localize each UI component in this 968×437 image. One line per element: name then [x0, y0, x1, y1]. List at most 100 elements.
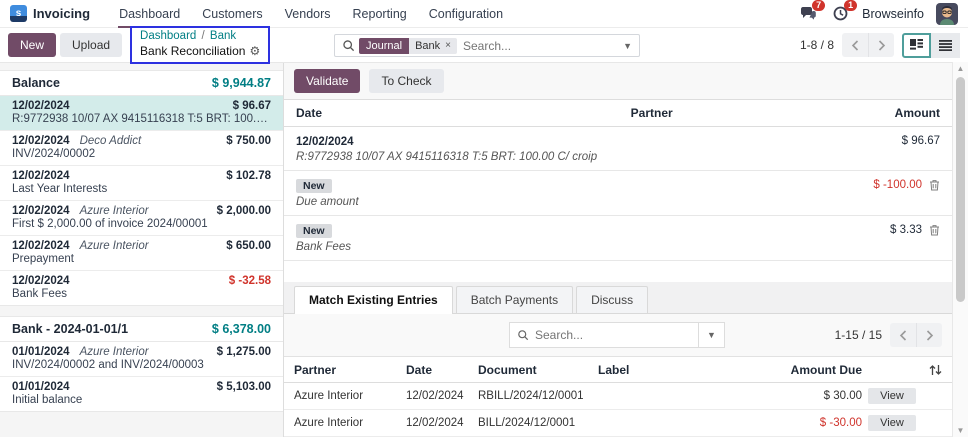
statement-line-item[interactable]: 12/02/2024 $ 102.78 Last Year Interests	[0, 166, 283, 201]
line-description: R:9772938 10/07 AX 9415116318 T:5 BRT: 1…	[12, 113, 271, 125]
nav-vendors[interactable]: Vendors	[284, 6, 331, 21]
nav-dashboard[interactable]: Dashboard	[108, 1, 191, 28]
gear-icon[interactable]: ⚙	[249, 44, 261, 59]
reconcile-lines: 12/02/2024 R:9772938 10/07 AX 9415116318…	[284, 127, 952, 261]
line-amount: $ -32.58	[228, 275, 271, 287]
line-date: 12/02/2024	[296, 136, 354, 148]
bank-items: 01/01/2024 Azure Interior $ 1,275.00 INV…	[0, 342, 283, 411]
delete-line-icon[interactable]	[929, 179, 940, 191]
user-avatar[interactable]	[936, 2, 958, 25]
tab-batch-payments[interactable]: Batch Payments	[455, 286, 574, 313]
breadcrumb-separator: /	[201, 30, 205, 43]
reconcile-line-row[interactable]: 12/02/2024 R:9772938 10/07 AX 9415116318…	[284, 127, 952, 171]
view-button[interactable]: View	[868, 388, 916, 404]
match-pager-prev-button[interactable]	[890, 323, 916, 347]
statement-line-item[interactable]: 12/02/2024 Azure Interior $ 650.00 Prepa…	[0, 236, 283, 271]
facet-label: Journal	[359, 37, 410, 54]
tab-discuss[interactable]: Discuss	[576, 286, 649, 313]
line-description: INV/2024/00002	[12, 148, 96, 160]
bank-section-header: Bank - 2024-01-01/1 $ 6,378.00	[0, 317, 283, 342]
statement-line-item[interactable]: 01/01/2024 $ 5,103.00 Initial balance	[0, 377, 283, 411]
match-table: Partner Date Document Label Amount Due A…	[284, 356, 952, 437]
line-partner: Azure Interior	[79, 205, 149, 217]
scroll-down-icon[interactable]: ▼	[956, 426, 965, 435]
line-date: 12/02/2024	[12, 135, 70, 147]
view-button[interactable]: View	[868, 415, 916, 431]
activities-clock-icon[interactable]: 1	[830, 0, 858, 23]
match-pager-next-button[interactable]	[916, 323, 942, 347]
search-icon	[517, 329, 529, 341]
facet-value: Bank	[415, 39, 441, 52]
column-amount-due: Amount Due	[790, 362, 862, 377]
statement-line-item[interactable]: 12/02/2024 Deco Addict $ 750.00 INV/2024…	[0, 131, 283, 166]
balance-section: Balance $ 9,944.87 12/02/2024 $ 96.67 R:…	[0, 70, 283, 306]
match-toolbar: ▼ 1-15 / 15	[284, 314, 952, 356]
list-view-button[interactable]	[931, 32, 960, 58]
line-date: 12/02/2024	[12, 100, 70, 112]
reconcile-tabs: Match Existing Entries Batch Payments Di…	[284, 282, 952, 314]
line-amount: $ 3.33	[890, 224, 922, 236]
search-bar[interactable]: Journal Bank × ▼	[334, 34, 640, 57]
messages-icon[interactable]: 7	[798, 0, 826, 23]
match-row[interactable]: Azure Interior 12/02/2024 RBILL/2024/12/…	[284, 383, 952, 410]
breadcrumb-dashboard-link[interactable]: Dashboard	[140, 30, 197, 43]
scrollbar-thumb[interactable]	[956, 77, 965, 302]
statement-line-item[interactable]: 12/02/2024 Azure Interior $ 2,000.00 Fir…	[0, 201, 283, 236]
reconcile-line-row[interactable]: New Bank Fees $ 3.33	[284, 216, 952, 261]
line-amount: $ 102.78	[226, 170, 271, 182]
app-name[interactable]: Invoicing	[33, 6, 91, 21]
reconcile-line-row[interactable]: New Due amount $ -100.00	[284, 171, 952, 216]
search-dropdown-icon[interactable]: ▼	[623, 40, 632, 51]
line-amount: $ 96.67	[901, 135, 940, 147]
line-label: Due amount	[296, 196, 359, 208]
line-description: First $ 2,000.00 of invoice 2024/00001	[12, 218, 208, 230]
line-amount: $ 650.00	[226, 240, 271, 252]
scroll-up-icon[interactable]: ▲	[956, 64, 965, 73]
nav-configuration[interactable]: Configuration	[428, 6, 504, 21]
statement-line-item[interactable]: 01/01/2024 Azure Interior $ 1,275.00 INV…	[0, 342, 283, 377]
match-row[interactable]: Azure Interior 12/02/2024 BILL/2024/12/0…	[284, 410, 952, 437]
facet-remove-icon[interactable]: ×	[445, 40, 451, 51]
statement-line-item[interactable]: 12/02/2024 $ -32.58 Bank Fees	[0, 271, 283, 305]
new-button[interactable]: New	[8, 33, 57, 57]
match-search-dropdown-icon[interactable]: ▼	[699, 322, 725, 348]
line-partner: Azure Interior	[79, 240, 149, 252]
delete-line-icon[interactable]	[929, 224, 940, 236]
line-partner: Deco Addict	[79, 135, 142, 147]
match-search-input[interactable]	[535, 328, 691, 342]
line-description: Bank Fees	[12, 288, 67, 300]
upload-button[interactable]: Upload	[60, 33, 123, 57]
control-bar: New Upload Dashboard / Bank Bank Reconci…	[0, 26, 968, 64]
cell-partner: Azure Interior	[294, 390, 364, 402]
reconciliation-panel: Validate To Check Date Partner Amount 12…	[284, 63, 952, 437]
line-amount: $ 5,103.00	[216, 381, 271, 393]
kanban-view-icon	[910, 39, 923, 51]
balance-items: 12/02/2024 $ 96.67 R:9772938 10/07 AX 94…	[0, 96, 283, 305]
search-facet: Journal Bank ×	[359, 37, 457, 54]
search-input[interactable]	[463, 38, 621, 53]
match-search-bar[interactable]	[509, 322, 699, 348]
breadcrumb-bank-link[interactable]: Bank	[209, 30, 237, 43]
pager-prev-button[interactable]	[842, 33, 868, 57]
pager-next-button[interactable]	[868, 33, 894, 57]
balance-header: Balance $ 9,944.87	[0, 71, 283, 96]
validate-button[interactable]: Validate	[294, 69, 361, 93]
kanban-view-button[interactable]	[902, 32, 931, 58]
cell-date: 12/02/2024	[406, 417, 464, 429]
line-date: 12/02/2024	[12, 240, 70, 252]
section-title: Balance	[12, 76, 60, 90]
column-date: Date	[296, 106, 323, 120]
statement-line-item[interactable]: 12/02/2024 $ 96.67 R:9772938 10/07 AX 94…	[0, 96, 283, 131]
line-date: 01/01/2024	[12, 346, 70, 358]
nav-customers[interactable]: Customers	[202, 6, 263, 21]
search-icon	[342, 39, 355, 52]
to-check-button[interactable]: To Check	[369, 69, 444, 93]
tab-match-existing-entries[interactable]: Match Existing Entries	[294, 286, 453, 314]
messages-count-badge: 7	[812, 0, 826, 12]
nav-reporting[interactable]: Reporting	[352, 6, 407, 21]
line-partner: Azure Interior	[79, 346, 149, 358]
toggle-columns-icon[interactable]	[929, 364, 942, 376]
vertical-scrollbar[interactable]: ▲ ▼	[952, 62, 968, 437]
user-name[interactable]: Browseinfo	[862, 6, 924, 21]
app-logo-icon[interactable]: s	[10, 5, 27, 22]
